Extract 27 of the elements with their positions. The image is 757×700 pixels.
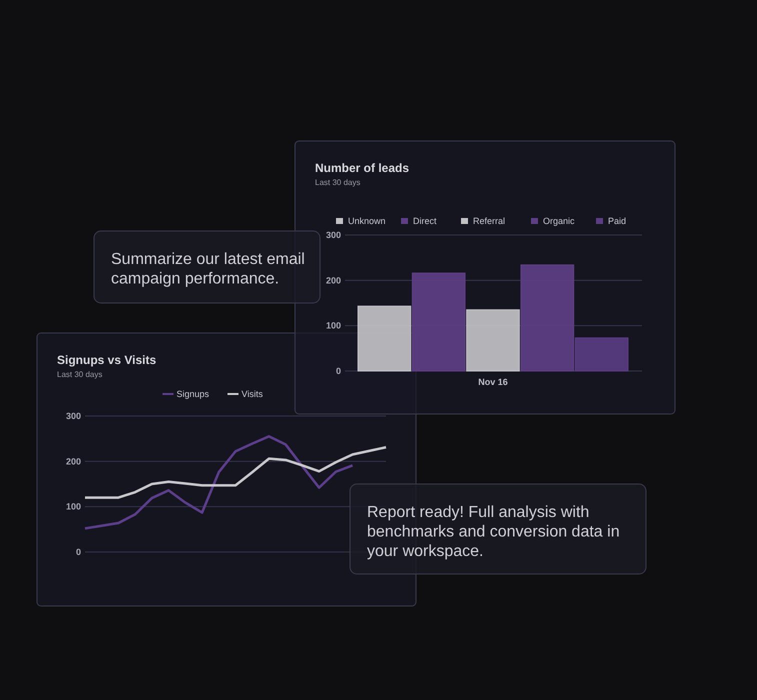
y-tick-label: 200 [326, 275, 341, 286]
bar [466, 309, 520, 372]
legend-label: Organic [543, 216, 576, 226]
y-tick-label: 300 [66, 411, 81, 421]
annotation: Report ready! Full analysis with benchmarks and conversion data in your workspace. [367, 504, 620, 560]
y-tick-label: 100 [66, 502, 81, 512]
chart-subtitle: Last 30 days [315, 178, 360, 187]
legend-label: Visits [242, 389, 264, 399]
y-tick-label: 100 [326, 320, 341, 331]
legend-label: Signups [176, 389, 210, 399]
y-tick-label: 0 [76, 547, 81, 557]
chart-subtitle: Last 30 days [57, 370, 102, 379]
chart-title: Signups vs Visits [57, 353, 156, 367]
y-tick-label: 200 [66, 456, 81, 466]
legend-label: Direct [413, 216, 437, 226]
y-tick-label: 300 [326, 230, 341, 240]
text: Summarize our latest email campaign performance. [111, 251, 305, 288]
line-series [84, 446, 388, 499]
legend-label: Paid [608, 216, 626, 226]
chart-title: Number of leads [315, 161, 410, 175]
legend-label: Referral [473, 216, 506, 226]
y-tick-label: 0 [336, 366, 341, 376]
x-tick-label: Nov 16 [478, 377, 508, 387]
bar [358, 306, 412, 372]
line-series [84, 435, 354, 530]
bar [412, 272, 466, 372]
legend-label: Unknown [348, 216, 386, 226]
